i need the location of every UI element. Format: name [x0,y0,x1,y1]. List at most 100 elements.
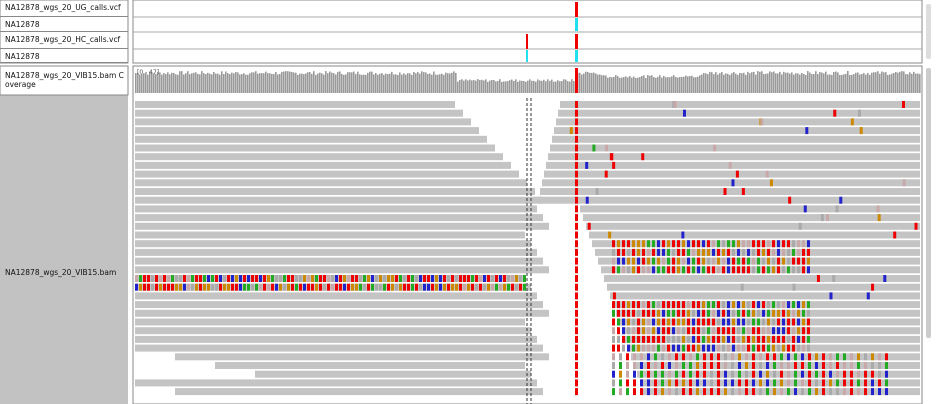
mismatch [523,275,526,282]
read [135,309,549,317]
mismatch [772,309,775,317]
mismatch [692,318,695,326]
mismatch [668,370,671,378]
coverage-bar [285,71,287,93]
mismatch [692,335,695,343]
mismatch [667,344,670,352]
mismatch [815,388,818,396]
mismatch [710,353,713,361]
mismatch [762,257,765,265]
track-name[interactable]: NA12878_wgs_20_UG_calls.vcf [0,0,128,17]
mismatch [435,275,438,282]
mismatch [871,370,874,378]
coverage-bar [699,75,701,93]
mismatch [427,283,430,291]
mismatch [737,327,740,335]
mismatch [343,275,346,282]
coverage-bar [329,71,331,93]
coverage-bar [275,72,277,93]
coverage-bar [891,73,893,93]
track-name[interactable]: NA12878_wgs_20_HC_calls.vcf [0,32,128,49]
mismatch [637,266,640,274]
track-name[interactable]: NA12878 [0,49,128,63]
coverage-bar [601,75,603,93]
mismatch [647,266,650,274]
coverage-bar [889,74,891,93]
mismatch [575,118,578,126]
coverage-bar [491,80,493,93]
coverage-bar [289,71,291,93]
mismatch [605,144,609,152]
coverage-bar [149,71,151,93]
mismatch [654,353,657,361]
mismatch [575,388,578,396]
mismatch [299,275,302,282]
mismatch [792,301,795,309]
coverage-bar [211,74,213,93]
mismatch [459,283,462,291]
read [554,127,920,135]
mismatch [742,344,745,352]
coverage-bar [579,72,581,93]
coverage-bar [485,79,487,93]
coverage-bar [255,71,257,93]
coverage-bar [919,74,921,93]
mismatch [411,275,414,282]
mismatch [575,214,578,222]
mismatch [654,362,657,369]
mismatch [822,379,825,387]
mismatch [747,301,750,309]
coverage-bar [135,73,137,93]
scrollbar[interactable] [926,68,931,338]
mismatch [617,257,620,265]
mismatch [175,275,178,282]
mismatch [747,240,750,248]
mismatch [632,327,635,335]
coverage-bar [867,73,869,93]
coverage-bar [503,81,505,93]
track-name[interactable]: NA12878_wgs_20_VIB15.bam Coverage [5,71,124,89]
mismatch [575,257,578,265]
mismatch [642,318,645,326]
coverage-bar [839,74,841,93]
mismatch [662,335,665,343]
mismatch [661,353,664,361]
mismatch [836,388,839,396]
mismatch [914,222,918,230]
mismatch [183,283,186,291]
coverage-bar [221,71,223,93]
coverage-bar [441,73,443,93]
coverage-bar [209,73,211,93]
mismatch [871,362,874,369]
mismatch [777,327,780,335]
mismatch [752,327,755,335]
read [592,240,920,248]
coverage-bar [183,74,185,93]
mismatch [647,388,650,396]
mismatch [411,283,414,291]
coverage-bar [367,72,369,93]
coverage-bar [653,77,655,93]
coverage-bar [447,73,449,93]
coverage-bar [679,77,681,93]
coverage-bar [487,81,489,93]
coverage-bar [765,73,767,93]
mismatch [829,292,833,300]
scrollbar[interactable] [926,4,931,59]
track-name[interactable]: NA12878 [0,17,128,32]
mismatch [569,127,573,135]
mismatch [864,379,867,387]
mismatch [724,362,727,369]
mismatch [742,257,745,265]
coverage-bar [347,72,349,93]
coverage-bar [399,72,401,93]
mismatch [255,283,258,291]
mismatch [717,318,720,326]
mismatch [667,248,670,256]
mismatch [737,309,740,317]
mismatch [787,327,790,335]
track-name[interactable]: NA12878_wgs_20_VIB15.bam [5,268,117,277]
coverage-bar [651,75,653,93]
mismatch [866,292,870,300]
coverage-bar [685,75,687,93]
